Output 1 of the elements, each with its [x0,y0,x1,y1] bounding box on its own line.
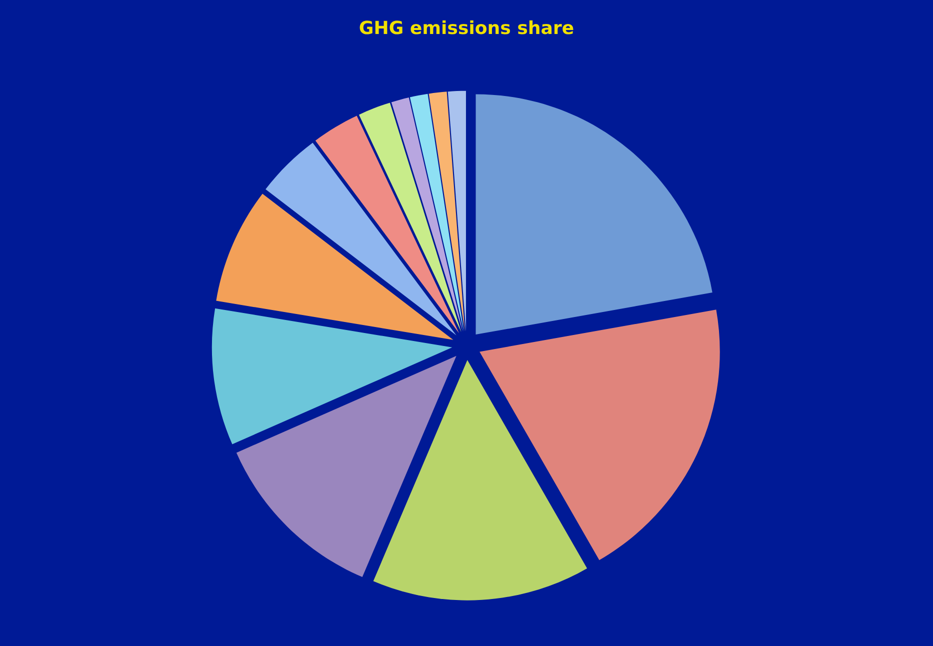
chart-title: GHG emissions share [360,20,574,34]
